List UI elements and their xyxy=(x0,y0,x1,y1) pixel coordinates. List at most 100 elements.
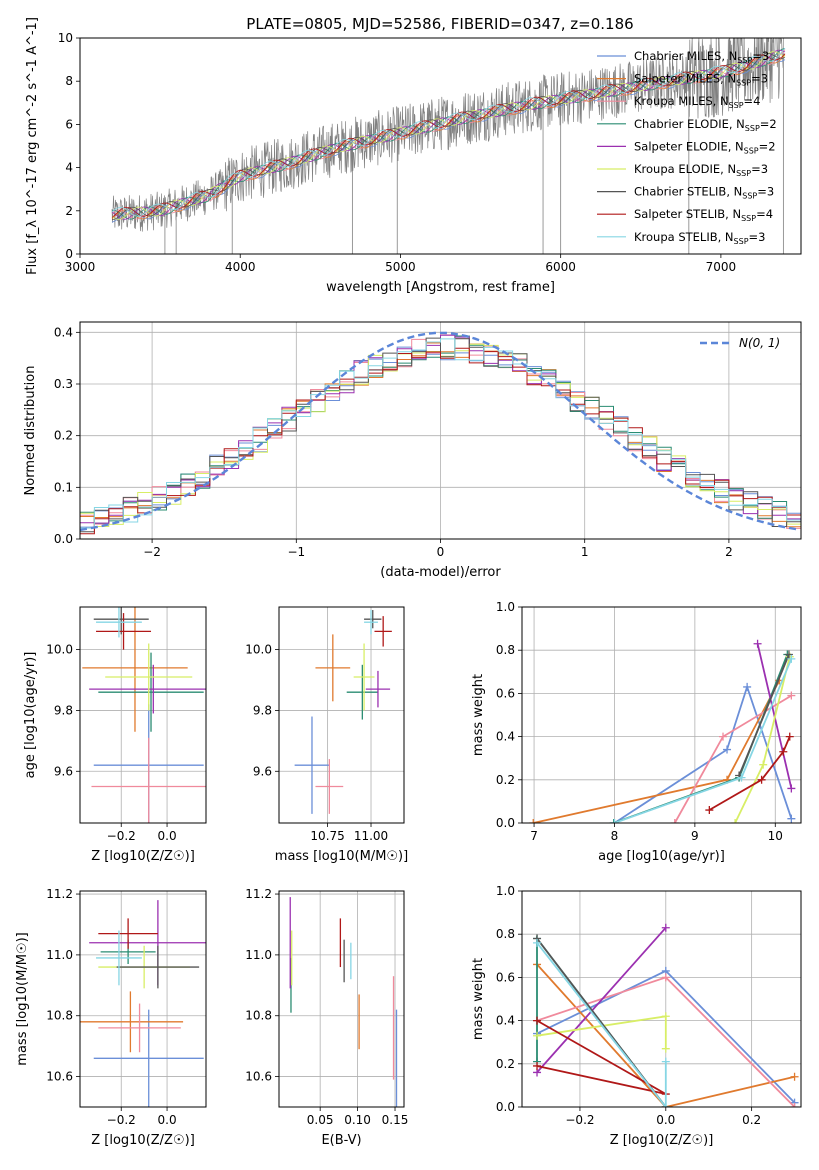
y-tick-label: 0.2 xyxy=(54,429,73,443)
y-tick-label: 11.0 xyxy=(46,948,73,962)
y-tick-label: 0.0 xyxy=(54,532,73,546)
x-tick-label: 0.0 xyxy=(158,1113,177,1127)
mass_vs_Z-plot-area xyxy=(80,900,206,1107)
weight-marker xyxy=(757,775,766,784)
weight_vs_age-frame xyxy=(521,606,802,824)
model-spectrum-0 xyxy=(111,55,786,223)
errorbar-point-3 xyxy=(98,652,204,732)
weight-marker xyxy=(785,732,794,741)
x-tick-label: 4000 xyxy=(225,260,256,274)
legend-label: N(0, 1) xyxy=(739,336,780,350)
errorbar-point-6 xyxy=(116,945,200,989)
x-tick-label: 0.10 xyxy=(344,1113,371,1127)
residual_hist-plot-area xyxy=(80,331,801,535)
x-tick-label: 0.0 xyxy=(158,829,177,843)
y-axis-label: Flux [f_λ 10^-17 erg cm^-2 s^-1 A^-1] xyxy=(25,17,40,275)
weight-marker xyxy=(743,682,752,691)
x-tick-label: 11.00 xyxy=(354,829,388,843)
x-tick-label: 7 xyxy=(530,829,538,843)
weight-line-3 xyxy=(613,654,789,823)
weight-marker xyxy=(787,691,796,700)
y-tick-label: 0.2 xyxy=(496,773,515,787)
legend-label: Kroupa MILES, NSSP=4 xyxy=(634,94,760,110)
y-tick-label: 10.8 xyxy=(245,1009,272,1023)
hist-legend: N(0, 1) xyxy=(700,336,780,350)
weight-marker xyxy=(753,639,762,648)
weight-marker xyxy=(705,806,714,815)
y-tick-label: 10.6 xyxy=(245,1070,272,1084)
errorbar-point-0 xyxy=(294,716,330,814)
mass_vs_EBV-frame xyxy=(278,890,405,1108)
y-tick-label: 11.2 xyxy=(245,887,272,901)
weight-marker xyxy=(610,819,619,823)
y-tick-label: 1.0 xyxy=(496,600,515,614)
mass_vs_EBV-axes: 0.05 0.10 0.15 10.6 10.8 11.0 11.2 E(B-V) xyxy=(245,887,408,1148)
weight-marker xyxy=(533,1031,542,1040)
weight-marker xyxy=(790,1103,799,1107)
errorbar-point-4 xyxy=(89,664,206,714)
y-tick-label: 8 xyxy=(65,74,73,88)
y-axis-label: mass weight xyxy=(471,958,486,1040)
y-tick-label: 0.0 xyxy=(496,1100,515,1114)
model-spectrum-2 xyxy=(111,49,786,220)
y-tick-label: 4 xyxy=(65,161,73,175)
y-tick-label: 0.4 xyxy=(496,730,515,744)
x-tick-label: 6000 xyxy=(545,260,576,274)
weight-line-8 xyxy=(536,942,667,1107)
x-tick-label: 10 xyxy=(768,829,783,843)
age_vs_Z-plot-area xyxy=(82,607,206,823)
y-tick-label: 10.8 xyxy=(46,1009,73,1023)
legend-label: Chabrier MILES, NSSP=3 xyxy=(634,49,769,65)
weight-marker xyxy=(529,819,538,823)
errorbar-point-6 xyxy=(93,607,149,635)
model-spectrum-7 xyxy=(111,53,786,218)
mass_vs_EBV-plot-area xyxy=(289,897,398,1107)
errorbar-point-2 xyxy=(98,1003,181,1053)
weight-marker xyxy=(784,650,793,659)
x-tick-label: 0.05 xyxy=(307,1113,334,1127)
x-tick-label: −0.2 xyxy=(107,1113,136,1127)
age_vs_Z-axes: −0.2 0.0 9.6 9.8 10.0 Z [log10(Z/Z☉)] age [log… xyxy=(23,607,206,864)
weight_vs_age-plot-area xyxy=(529,639,796,823)
figure-title: PLATE=0805, MJD=52586, FIBERID=0347, z=0… xyxy=(246,15,633,33)
spectrum-frame xyxy=(79,37,802,255)
weight-marker xyxy=(661,923,670,932)
x-axis-label: Z [log10(Z/Z☉)] xyxy=(610,1133,714,1148)
errorbar-point-5 xyxy=(105,643,193,711)
x-axis-label: age [log10(age/yr)] xyxy=(598,849,725,864)
errorbar-point-8 xyxy=(96,607,142,638)
y-tick-label: 0.1 xyxy=(54,480,73,494)
age_vs_Z-frame xyxy=(79,606,207,824)
y-tick-label: 0.2 xyxy=(496,1057,515,1071)
weight-marker xyxy=(533,1061,542,1070)
y-tick-label: 9.6 xyxy=(54,764,73,778)
y-tick-label: 10.6 xyxy=(46,1070,73,1084)
weight-marker xyxy=(661,973,670,982)
errorbar-point-7 xyxy=(96,613,152,650)
weight-marker xyxy=(759,760,768,769)
weight-marker xyxy=(719,732,728,741)
spectrum-plot-area xyxy=(111,38,786,254)
y-tick-label: 10.0 xyxy=(46,643,73,657)
errorbar-point-5 xyxy=(353,643,375,711)
x-tick-label: 0.2 xyxy=(742,1113,761,1127)
x-tick-label: 1 xyxy=(581,545,589,559)
errorbar-point-7 xyxy=(98,918,158,949)
y-tick-label: 0.4 xyxy=(54,325,73,339)
y-tick-label: 0.0 xyxy=(496,816,515,830)
legend-label: Salpeter STELIB, NSSP=4 xyxy=(634,207,773,223)
observed-spectrum xyxy=(111,38,784,232)
errorbar-point-2 xyxy=(91,737,206,823)
spectrum-axes: 3000 4000 5000 6000 7000 0 2 4 6 8 10 wavelength [A… xyxy=(25,17,736,295)
mass_vs_Z-frame xyxy=(79,890,207,1108)
y-tick-label: 10 xyxy=(58,31,73,45)
weight-marker xyxy=(661,1103,670,1107)
weight-marker xyxy=(609,819,618,823)
x-tick-label: 2 xyxy=(725,545,733,559)
x-tick-label: −0.2 xyxy=(565,1113,594,1127)
weight-marker xyxy=(787,814,796,823)
x-axis-label: Z [log10(Z/Z☉)] xyxy=(91,1133,195,1148)
weight-marker xyxy=(533,938,542,947)
histogram-series-8 xyxy=(80,338,801,529)
errorbar-point-1 xyxy=(315,634,351,702)
